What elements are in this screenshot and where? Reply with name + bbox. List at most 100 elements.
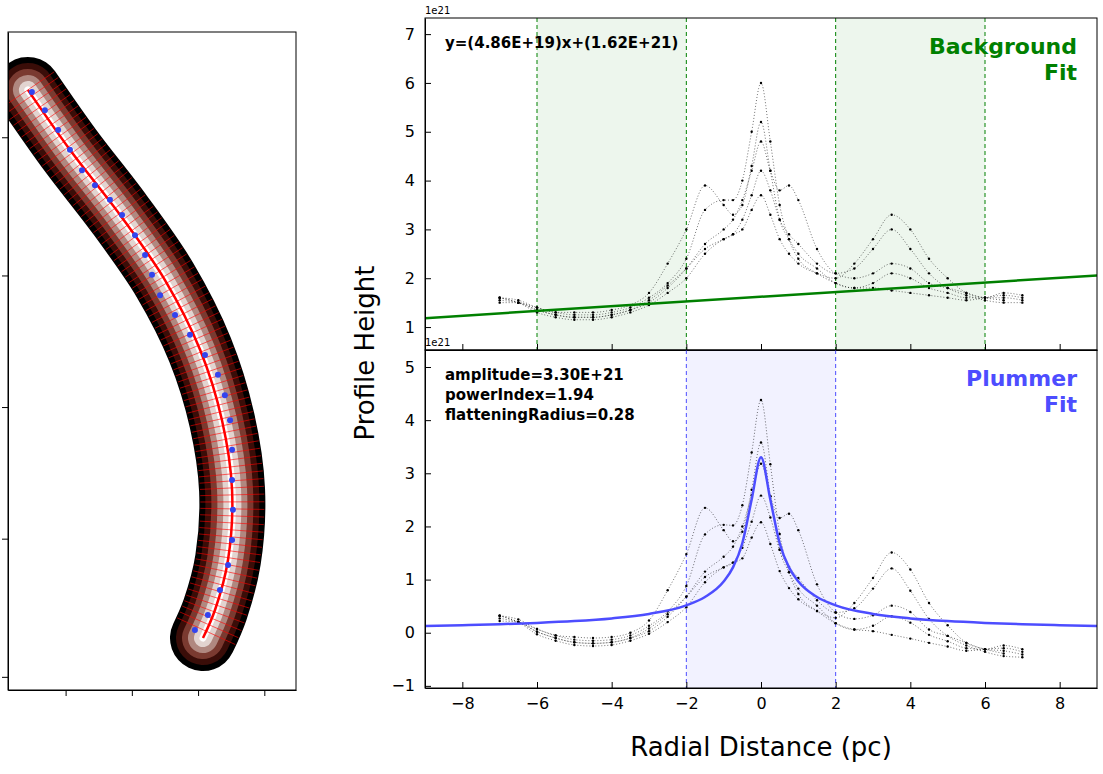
point (573, 314, 575, 316)
point (722, 566, 724, 568)
point (750, 131, 752, 133)
point (629, 632, 631, 634)
point (666, 292, 668, 294)
point (797, 253, 799, 255)
tick: 4 (906, 682, 916, 713)
point (853, 628, 855, 630)
point (732, 233, 734, 235)
point (592, 645, 594, 647)
spine-guide (28, 90, 232, 638)
range-edge (835, 350, 836, 688)
tick-label: 6 (405, 74, 415, 93)
tick-mark (425, 34, 431, 35)
point (1021, 648, 1023, 650)
point (750, 520, 752, 522)
tick (537, 344, 538, 350)
point (769, 170, 771, 172)
point (834, 622, 836, 624)
point (648, 630, 650, 632)
tick-mark (2, 677, 8, 678)
point (648, 633, 650, 635)
point (172, 312, 178, 318)
point (890, 272, 892, 274)
filament-body (28, 90, 232, 638)
profile-line (500, 122, 1023, 312)
title-line: Background (929, 34, 1077, 59)
point (704, 184, 706, 186)
profile-line (500, 442, 1023, 649)
point (592, 316, 594, 318)
range-edge (686, 350, 687, 688)
point (834, 622, 836, 624)
axis-line (9, 690, 297, 691)
tick: −1 (391, 676, 431, 695)
point (685, 595, 687, 597)
tick (2, 275, 8, 276)
point (984, 648, 986, 650)
point (909, 248, 911, 250)
point (984, 297, 986, 299)
point (629, 309, 631, 311)
point (816, 272, 818, 274)
point (853, 287, 855, 289)
tick-label: 4 (405, 411, 415, 430)
tick-mark (66, 690, 67, 696)
point (685, 595, 687, 597)
point (666, 282, 668, 284)
tick-mark (612, 344, 613, 350)
point (1021, 653, 1023, 655)
point (890, 604, 892, 606)
point (722, 524, 724, 526)
range-edge (835, 18, 836, 350)
point (760, 82, 762, 84)
point (704, 209, 706, 211)
point (1002, 299, 1004, 301)
point (890, 214, 892, 216)
point (769, 214, 771, 216)
point (816, 583, 818, 585)
point (1002, 297, 1004, 299)
hatch (8, 72, 54, 108)
tick-label: 1 (405, 570, 415, 589)
point (853, 618, 855, 620)
point (797, 529, 799, 531)
panel-2: −8−6−4−202468−10123451e21amplitude=3.30E… (391, 337, 1097, 762)
point (816, 599, 818, 601)
tick: −8 (451, 682, 475, 713)
figure: 12345671e21y=(4.86E+19)x+(1.62E+21)Backg… (0, 0, 1103, 774)
range-edge (985, 18, 986, 350)
tick-mark (425, 278, 431, 279)
point (834, 611, 836, 613)
annotation: flatteningRadius=0.28 (445, 406, 635, 424)
fit-line (425, 275, 1097, 318)
tick (985, 344, 986, 350)
point (760, 463, 762, 465)
point (610, 311, 612, 313)
point (573, 316, 575, 318)
point (769, 140, 771, 142)
point (965, 292, 967, 294)
tick: 0 (756, 682, 766, 713)
point (205, 612, 211, 618)
point (909, 637, 911, 639)
point (722, 556, 724, 558)
tick: −2 (675, 682, 699, 713)
axis-y (2, 33, 9, 691)
tick: 3 (405, 464, 431, 483)
range-edge (537, 18, 538, 350)
point (769, 463, 771, 465)
point (227, 417, 233, 423)
axis-x: −8−6−4−202468 (426, 682, 1098, 713)
point (760, 170, 762, 172)
point (928, 258, 930, 260)
point (797, 593, 799, 595)
point (732, 199, 734, 201)
point (629, 634, 631, 636)
point (629, 637, 631, 639)
tick-label: 2 (405, 517, 415, 536)
frame (425, 350, 1097, 688)
tick-mark (2, 275, 8, 276)
point (732, 545, 734, 547)
point (217, 587, 223, 593)
point (554, 640, 556, 642)
